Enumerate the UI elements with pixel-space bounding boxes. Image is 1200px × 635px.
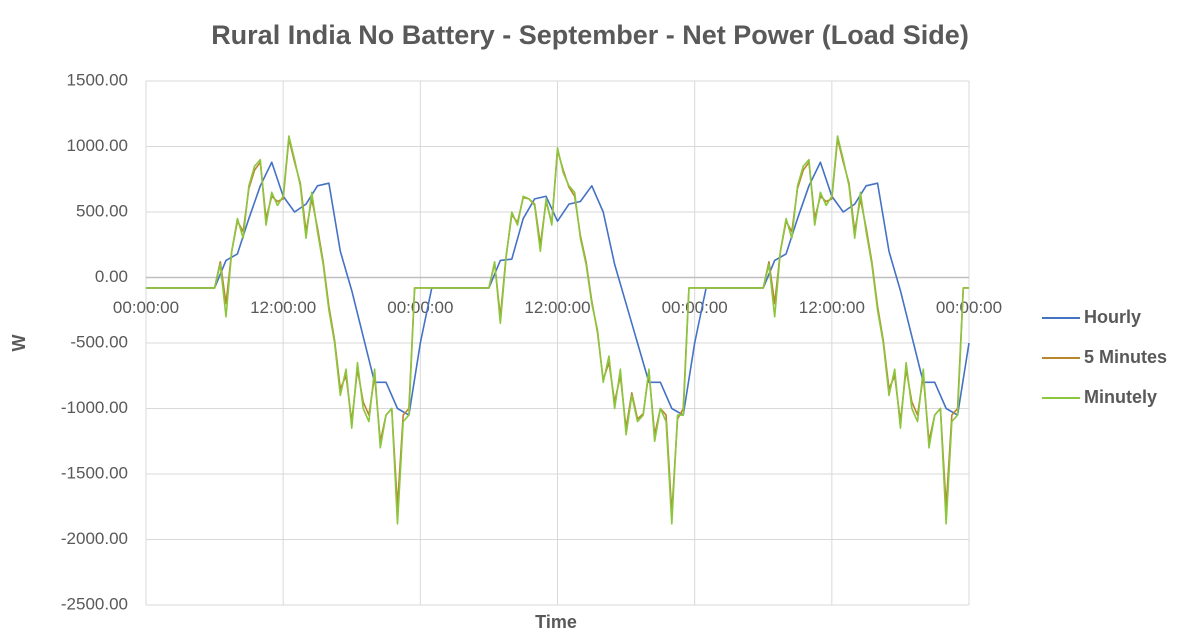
x-tick-label: 12:00:00 [524,298,590,317]
x-tick-label: 12:00:00 [250,298,316,317]
y-tick-label: 1500.00 [67,70,128,89]
series-line [146,135,969,525]
y-tick-label: -2000.00 [61,529,128,548]
x-tick-label: 12:00:00 [799,298,865,317]
y-tick-label: -500.00 [70,332,128,351]
legend-label: Minutely [1084,387,1157,407]
legend-label: 5 Minutes [1084,347,1167,367]
y-axis-label: W [9,335,29,352]
y-tick-label: -2500.00 [61,594,128,613]
y-tick-label: 1000.00 [67,136,128,155]
x-axis-label: Time [535,612,577,632]
y-tick-label: -1500.00 [61,463,128,482]
x-tick-label: 00:00:00 [662,298,728,317]
x-tick-label: 00:00:00 [936,298,1002,317]
x-tick-label: 00:00:00 [387,298,453,317]
y-tick-label: 500.00 [76,201,128,220]
x-tick-label: 00:00:00 [113,298,179,317]
y-tick-label: 0.00 [95,267,128,286]
legend-label: Hourly [1084,307,1141,327]
chart-title: Rural India No Battery - September - Net… [211,20,969,50]
y-tick-label: -1000.00 [61,398,128,417]
